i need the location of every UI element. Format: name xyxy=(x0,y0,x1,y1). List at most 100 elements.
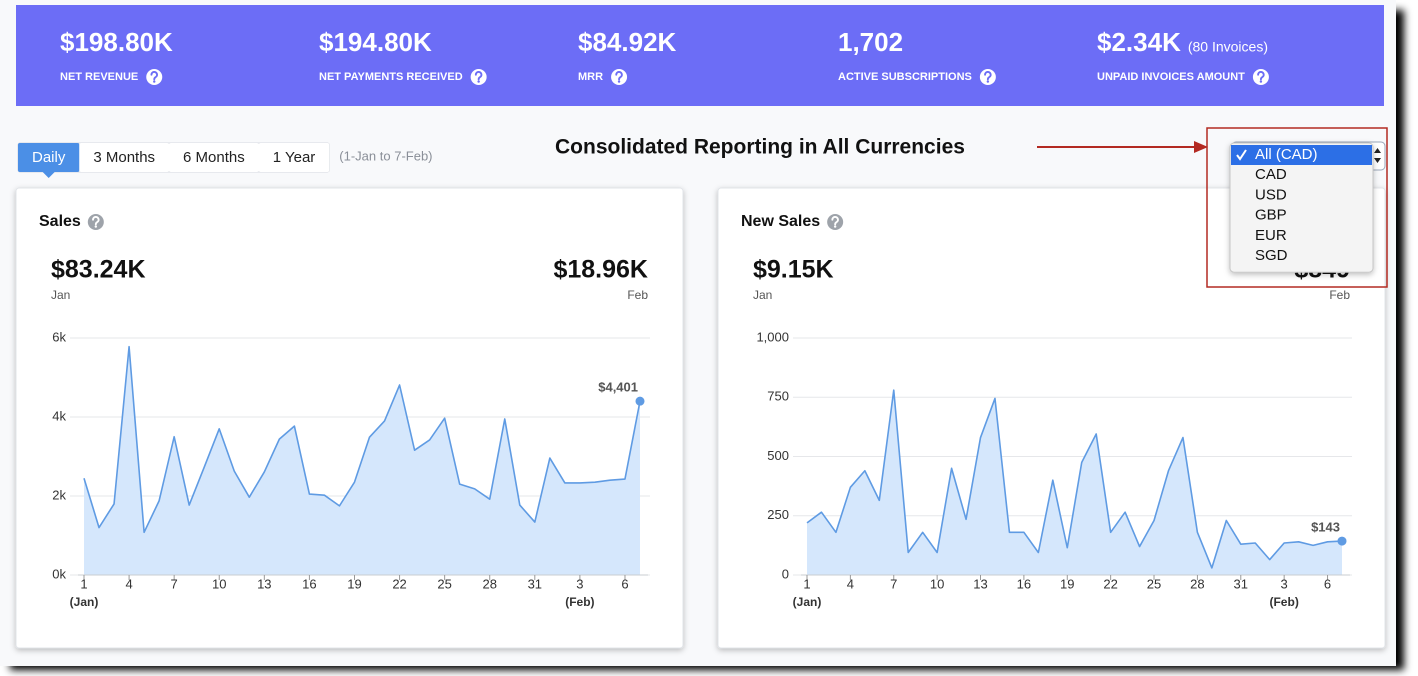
help-icon-glyph xyxy=(150,71,158,81)
point xyxy=(1337,536,1347,546)
help-icon[interactable] xyxy=(470,69,487,85)
dropdown-option[interactable]: SGD xyxy=(1255,247,1288,264)
tab-label[interactable]: 1 Year xyxy=(273,149,316,166)
help-icon-glyph xyxy=(92,216,100,226)
help-icon-glyph xyxy=(615,71,623,81)
help-icon[interactable] xyxy=(87,214,104,230)
currency-overlay: Consolidated Reporting in All Currencies… xyxy=(555,127,1388,288)
kpi-bar: $198.80K NET REVENUE $194.80K NET PAYMENTS … xyxy=(16,5,1384,106)
x-tick-label: 22 xyxy=(1103,576,1117,591)
x-tick-label: 16 xyxy=(1017,576,1031,591)
help-icon[interactable] xyxy=(146,69,163,85)
x-tick-label: 1 xyxy=(80,576,87,591)
help-icon-dot xyxy=(833,225,837,228)
dropdown-option[interactable]: GBP xyxy=(1255,207,1287,224)
annotation-arrowhead xyxy=(1194,141,1208,153)
help-icon[interactable] xyxy=(827,214,844,230)
line xyxy=(83,345,641,534)
y-tick-label: 0k xyxy=(52,566,66,581)
highlight-box xyxy=(1206,127,1388,288)
kpi-value: $198.80K xyxy=(60,27,173,57)
summary-period: Feb xyxy=(1329,288,1350,302)
summary-period: Jan xyxy=(51,288,70,302)
option-check xyxy=(1236,149,1247,161)
y-tick-label: 4k xyxy=(52,408,66,423)
summary-value: $9.15K xyxy=(753,256,834,284)
x-tick-label: 28 xyxy=(482,576,496,591)
x-tick-label: 6 xyxy=(621,576,628,591)
x-tick-label: 25 xyxy=(1147,576,1161,591)
data-label: $4,401 xyxy=(598,380,638,395)
x-group-label: (Feb) xyxy=(1269,595,1298,609)
help-icon-glyph xyxy=(1257,71,1265,81)
y-tick-label: 500 xyxy=(767,448,789,463)
y-tick-label: 2k xyxy=(52,487,66,502)
kpi-label: MRR xyxy=(578,71,603,83)
help-icon-dot xyxy=(153,80,156,83)
kpi-value: $194.80K xyxy=(319,27,432,57)
x-tick-label: 31 xyxy=(528,576,542,591)
x-tick-label: 10 xyxy=(212,576,226,591)
tab[interactable] xyxy=(79,143,170,172)
x-tick-label: 7 xyxy=(171,576,178,591)
y-tick-label: 1,000 xyxy=(756,329,789,344)
dropdown-option[interactable]: CAD xyxy=(1255,166,1287,183)
tab-pointer xyxy=(42,172,55,178)
x-tick-label: 6 xyxy=(1324,576,1331,591)
tab-label[interactable]: Daily xyxy=(32,149,66,166)
summary-period: Feb xyxy=(627,288,648,302)
help-icon-glyph xyxy=(984,71,992,81)
kpi-background xyxy=(16,5,1384,106)
dropdown-option[interactable]: All (CAD) xyxy=(1255,146,1318,163)
summary-value: $83.24K xyxy=(51,256,146,284)
x-tick-label: 31 xyxy=(1234,576,1248,591)
help-icon[interactable] xyxy=(611,69,628,85)
dropdown-option[interactable]: EUR xyxy=(1255,227,1287,244)
help-icon-dot xyxy=(1259,80,1263,83)
kpi-label: NET PAYMENTS RECEIVED xyxy=(319,71,463,83)
y-tick-label: 6k xyxy=(52,329,66,344)
kpi-value: $2.34K xyxy=(1097,27,1181,57)
select-arrows xyxy=(1374,148,1381,163)
option-highlight xyxy=(1231,145,1372,165)
line xyxy=(806,389,1343,569)
tab[interactable] xyxy=(169,143,259,172)
x-tick-label: 13 xyxy=(973,576,987,591)
help-icon-dot xyxy=(617,80,621,83)
card-title: Sales xyxy=(39,213,81,230)
kpi-label: NET REVENUE xyxy=(60,71,138,83)
annotation: Consolidated Reporting in All Currencies xyxy=(555,136,965,159)
data-label: $143 xyxy=(1311,520,1340,535)
dropdown-option[interactable]: USD xyxy=(1255,186,1287,203)
tab-label[interactable]: 3 Months xyxy=(93,149,155,166)
point xyxy=(635,396,645,406)
kpi-label: UNPAID INVOICES AMOUNT xyxy=(1097,71,1245,83)
tab-label[interactable]: 6 Months xyxy=(183,149,245,166)
x-tick-label: 3 xyxy=(1281,576,1288,591)
summary-value: $18.96K xyxy=(553,256,648,284)
tab[interactable] xyxy=(258,143,330,172)
help-icon-dot xyxy=(477,80,480,83)
x-tick-label: 16 xyxy=(302,576,316,591)
y-tick-label: 0 xyxy=(782,566,789,581)
y-tick-label: 750 xyxy=(767,389,789,404)
help-icon[interactable] xyxy=(979,69,996,85)
x-tick-label: 10 xyxy=(930,576,944,591)
x-tick-label: 28 xyxy=(1190,576,1204,591)
kpi-value: 1,702 xyxy=(838,27,903,57)
x-tick-label: 19 xyxy=(347,576,361,591)
help-icon-glyph xyxy=(831,216,839,226)
period-tabs: Daily 3 Months 6 Months 1 Year (1-Jan to 7-F… xyxy=(17,142,433,178)
tab-active[interactable] xyxy=(18,143,80,172)
x-tick-label: 19 xyxy=(1060,576,1074,591)
x-tick-label: 4 xyxy=(125,576,132,591)
summary-period: Jan xyxy=(753,288,772,302)
x-group-label: (Feb) xyxy=(565,595,594,609)
help-icon[interactable] xyxy=(1252,69,1269,85)
x-tick-label: 13 xyxy=(257,576,271,591)
x-tick-label: 22 xyxy=(392,576,406,591)
x-tick-label: 1 xyxy=(803,576,810,591)
x-tick-label: 7 xyxy=(890,576,897,591)
